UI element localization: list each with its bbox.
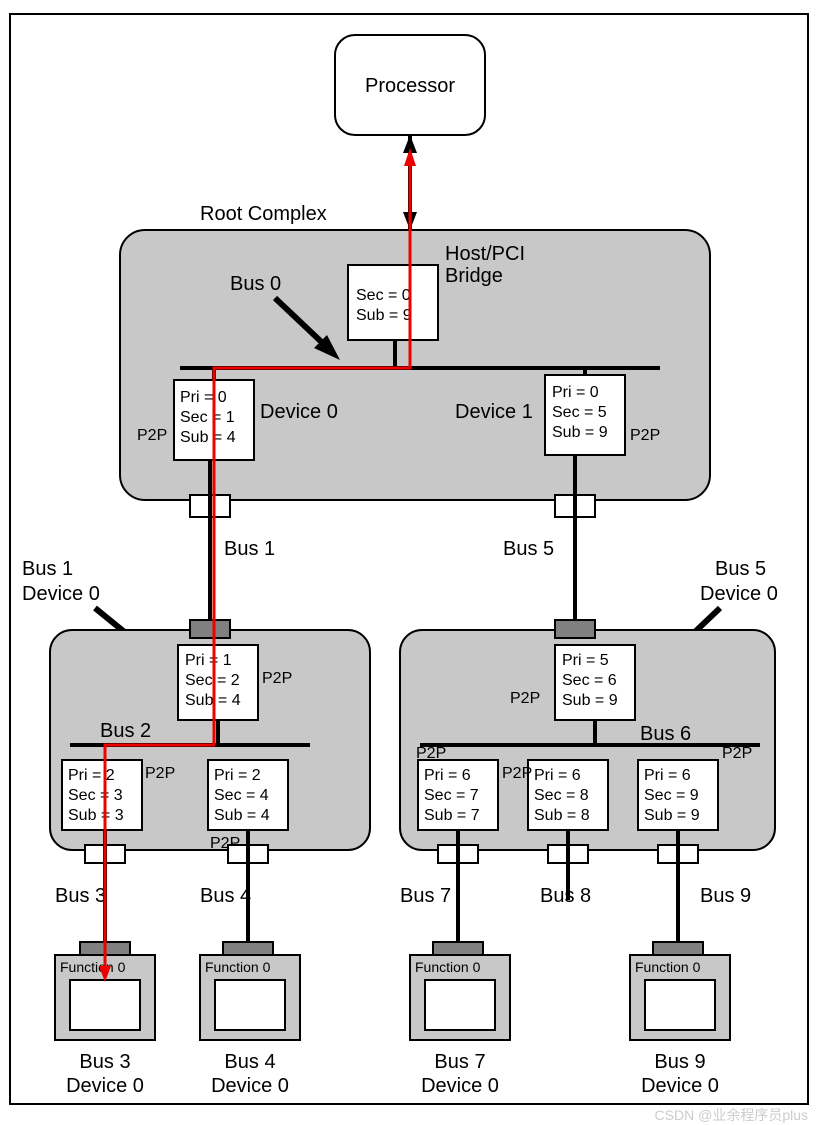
endpoint-1-bus: Bus 4 bbox=[224, 1051, 275, 1073]
switch-left-db-line-2: Sub = 4 bbox=[214, 807, 270, 824]
endpoint-0-dev: Device 0 bbox=[66, 1075, 144, 1097]
device1-line-0: Pri = 0 bbox=[552, 384, 599, 401]
endpoint-0-func: Function 0 bbox=[60, 959, 126, 975]
bus9-label: Bus 9 bbox=[700, 885, 751, 907]
switch-right-da-line-1: Sec = 7 bbox=[424, 787, 479, 804]
host-bridge-label-1: Host/PCI bbox=[445, 243, 525, 265]
endpoint-3-dev: Device 0 bbox=[641, 1075, 719, 1097]
endpoint-2: Function 0 Bus 7 Device 0 bbox=[410, 942, 510, 1097]
endpoint-3-bus: Bus 9 bbox=[654, 1051, 705, 1073]
switch-left-da-line-0: Pri = 2 bbox=[68, 767, 115, 784]
bus5-label: Bus 5 bbox=[503, 538, 554, 560]
endpoint-3-func: Function 0 bbox=[635, 959, 701, 975]
ext-b1d0-line1: Bus 1 bbox=[22, 558, 73, 580]
endpoint-2-func: Function 0 bbox=[415, 959, 481, 975]
device0-line-0: Pri = 0 bbox=[180, 389, 227, 406]
watermark-text: CSDN @业余程序员plus bbox=[655, 1107, 808, 1123]
device1-p2p: P2P bbox=[630, 427, 660, 444]
device0-line-2: Sub = 4 bbox=[180, 429, 236, 446]
switch-right-dc-line-2: Sub = 9 bbox=[644, 807, 700, 824]
device1-label: Device 1 bbox=[455, 401, 533, 423]
switch-right-up-line-1: Sec = 6 bbox=[562, 672, 617, 689]
endpoint-1: Function 0 Bus 4 Device 0 bbox=[200, 942, 300, 1097]
device1-line-2: Sub = 9 bbox=[552, 424, 608, 441]
device0-line-1: Sec = 1 bbox=[180, 409, 235, 426]
endpoint-2-dev: Device 0 bbox=[421, 1075, 499, 1097]
switch-right-up-p2p: P2P bbox=[510, 690, 540, 707]
switch-right-bus-label: Bus 6 bbox=[640, 723, 691, 745]
switch-left-da-p2p: P2P bbox=[145, 765, 175, 782]
diagram-canvas: Processor Root Complex Host/PCI Bridge S… bbox=[0, 0, 818, 1125]
ext-b5d0-line1: Bus 5 bbox=[715, 558, 766, 580]
switch-right-da-line-2: Sub = 7 bbox=[424, 807, 480, 824]
device0-p2p: P2P bbox=[137, 427, 167, 444]
root-complex-title: Root Complex bbox=[200, 203, 327, 225]
host-bridge-line-1: Sub = 9 bbox=[356, 307, 412, 324]
switch-left-up-p2p: P2P bbox=[262, 670, 292, 687]
switch-left-up-line-0: Pri = 1 bbox=[185, 652, 232, 669]
processor-label: Processor bbox=[365, 75, 455, 97]
switch-right-up-line-2: Sub = 9 bbox=[562, 692, 618, 709]
switch-right-dc-p2p: P2P bbox=[722, 745, 752, 762]
ext-b1d0-line2: Device 0 bbox=[22, 583, 100, 605]
switch-right-db-line-2: Sub = 8 bbox=[534, 807, 590, 824]
switch-right-dc-line-0: Pri = 6 bbox=[644, 767, 691, 784]
switch-right-db-p2p: P2P bbox=[502, 765, 532, 782]
endpoint-1-func: Function 0 bbox=[205, 959, 271, 975]
ext-b5d0-line2: Device 0 bbox=[700, 583, 778, 605]
switch-left-db-line-0: Pri = 2 bbox=[214, 767, 261, 784]
endpoint-0-bus: Bus 3 bbox=[79, 1051, 130, 1073]
device0-label: Device 0 bbox=[260, 401, 338, 423]
host-bridge-line-0: Sec = 0 bbox=[356, 287, 411, 304]
switch-left-bus-label: Bus 2 bbox=[100, 720, 151, 742]
switch-right-conn-top bbox=[555, 620, 595, 638]
endpoint-3: Function 0 Bus 9 Device 0 bbox=[630, 942, 730, 1097]
bus1-label: Bus 1 bbox=[224, 538, 275, 560]
switch-right-db-line-0: Pri = 6 bbox=[534, 767, 581, 784]
switch-right-up-line-0: Pri = 5 bbox=[562, 652, 609, 669]
switch-left-da-line-1: Sec = 3 bbox=[68, 787, 123, 804]
switch-right-dc-line-1: Sec = 9 bbox=[644, 787, 699, 804]
device1-line-1: Sec = 5 bbox=[552, 404, 607, 421]
switch-left-conn-top bbox=[190, 620, 230, 638]
switch-left-up-line-1: Sec = 2 bbox=[185, 672, 240, 689]
switch-left-da-line-2: Sub = 3 bbox=[68, 807, 124, 824]
bus4-label: Bus 4 bbox=[200, 885, 251, 907]
bus8-label: Bus 8 bbox=[540, 885, 591, 907]
bus3-label: Bus 3 bbox=[55, 885, 106, 907]
bus0-label: Bus 0 bbox=[230, 273, 281, 295]
switch-right-da-p2p: P2P bbox=[416, 745, 446, 762]
switch-left-db-line-1: Sec = 4 bbox=[214, 787, 269, 804]
endpoint-1-dev: Device 0 bbox=[211, 1075, 289, 1097]
switch-right-da-line-0: Pri = 6 bbox=[424, 767, 471, 784]
host-bridge-label-2: Bridge bbox=[445, 265, 503, 287]
endpoint-2-bus: Bus 7 bbox=[434, 1051, 485, 1073]
switch-right-db-line-1: Sec = 8 bbox=[534, 787, 589, 804]
bus7-label: Bus 7 bbox=[400, 885, 451, 907]
